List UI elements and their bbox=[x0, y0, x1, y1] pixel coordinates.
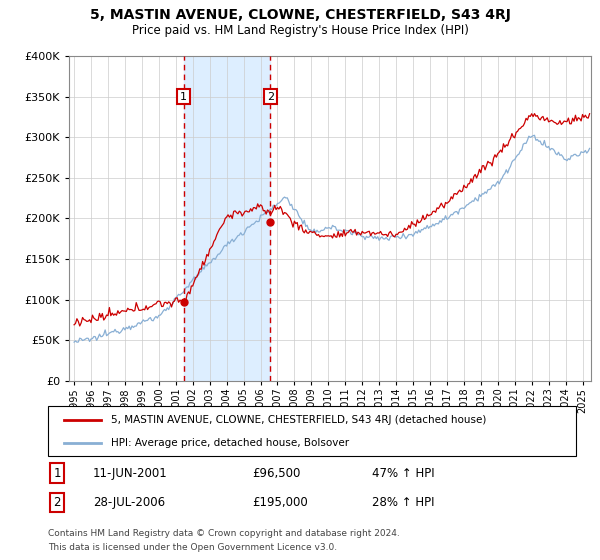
FancyBboxPatch shape bbox=[48, 406, 576, 456]
Text: HPI: Average price, detached house, Bolsover: HPI: Average price, detached house, Bols… bbox=[112, 438, 349, 448]
Text: 1: 1 bbox=[53, 466, 61, 480]
Text: 5, MASTIN AVENUE, CLOWNE, CHESTERFIELD, S43 4RJ (detached house): 5, MASTIN AVENUE, CLOWNE, CHESTERFIELD, … bbox=[112, 414, 487, 424]
Bar bbox=[184, 56, 271, 381]
Text: 2: 2 bbox=[267, 92, 274, 101]
Text: Contains HM Land Registry data © Crown copyright and database right 2024.: Contains HM Land Registry data © Crown c… bbox=[48, 529, 400, 538]
Text: 28% ↑ HPI: 28% ↑ HPI bbox=[372, 496, 434, 509]
Text: 28-JUL-2006: 28-JUL-2006 bbox=[93, 496, 165, 509]
Text: 5, MASTIN AVENUE, CLOWNE, CHESTERFIELD, S43 4RJ: 5, MASTIN AVENUE, CLOWNE, CHESTERFIELD, … bbox=[89, 8, 511, 22]
Text: Price paid vs. HM Land Registry's House Price Index (HPI): Price paid vs. HM Land Registry's House … bbox=[131, 24, 469, 36]
Text: £195,000: £195,000 bbox=[252, 496, 308, 509]
Text: 11-JUN-2001: 11-JUN-2001 bbox=[93, 466, 168, 480]
Text: 47% ↑ HPI: 47% ↑ HPI bbox=[372, 466, 434, 480]
Text: £96,500: £96,500 bbox=[252, 466, 301, 480]
Text: 2: 2 bbox=[53, 496, 61, 509]
Text: 1: 1 bbox=[180, 92, 187, 101]
Text: This data is licensed under the Open Government Licence v3.0.: This data is licensed under the Open Gov… bbox=[48, 543, 337, 552]
